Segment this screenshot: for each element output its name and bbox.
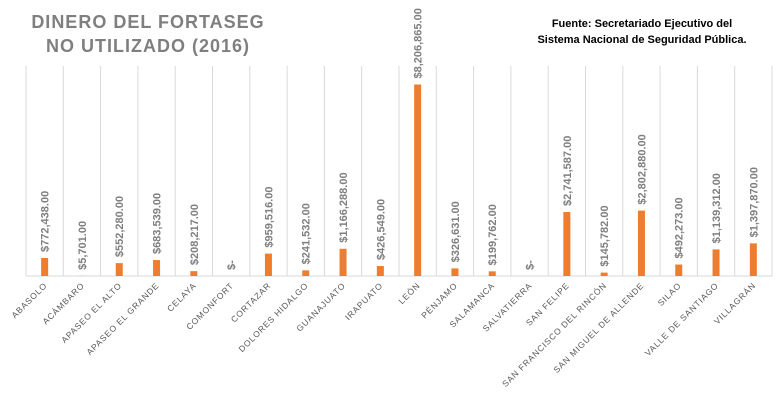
bar: [115, 263, 123, 276]
data-label: $426,549.00: [375, 199, 387, 260]
category-label: CELAYA: [165, 280, 198, 313]
bar: [600, 272, 608, 276]
data-label: $772,438.00: [40, 191, 52, 252]
data-labels: $772,438.00 $5,701.00 $552,280.00 $683,539.…: [40, 8, 761, 270]
bar: [749, 243, 757, 276]
chart-title-line-2: NO UTILIZADO (2016): [45, 36, 251, 56]
category-label: SILAO: [656, 280, 684, 308]
data-label: $492,273.00: [674, 197, 686, 258]
bar: [339, 248, 347, 276]
chart-title: DINERO DEL FORTASEG NO UTILIZADO (2016): [18, 10, 278, 58]
chart-title-line-1: DINERO DEL FORTASEG: [31, 12, 265, 32]
data-label: $1,166,288.00: [338, 172, 350, 242]
grid-lines: [25, 66, 773, 277]
bar: [451, 268, 459, 276]
category-label: LEÓN: [396, 280, 422, 306]
category-label: ABASOLO: [9, 280, 49, 320]
data-label: $241,532.00: [301, 203, 313, 264]
data-label: $683,539.00: [152, 193, 164, 254]
category-label: VALLE DE SANTIAGO: [643, 280, 721, 358]
bar: [675, 264, 683, 276]
bar: [414, 84, 422, 276]
bar: [376, 266, 384, 276]
bar: [302, 270, 310, 276]
data-label: $-: [525, 260, 537, 270]
bar: [153, 260, 161, 276]
data-label: $959,516.00: [263, 186, 275, 247]
data-label: $-: [226, 260, 238, 270]
data-label: $1,397,870.00: [748, 167, 760, 237]
category-label: PÉNJAMO: [419, 280, 459, 320]
bar: [264, 253, 272, 276]
bars: [41, 84, 757, 276]
data-label: $8,206,865.00: [413, 8, 425, 78]
bar: [712, 249, 720, 276]
data-label: $5,701.00: [77, 221, 89, 270]
category-label: IRAPUATO: [343, 280, 385, 322]
data-label: $2,802,880.00: [636, 134, 648, 204]
data-label: $2,741,587.00: [562, 136, 574, 206]
data-label: $208,217.00: [189, 204, 201, 265]
data-label: $1,139,312.00: [711, 173, 723, 243]
category-label: APASEO EL GRANDE: [84, 280, 161, 357]
source-line-1: Fuente: Secretariado Ejecutivo del: [551, 18, 733, 30]
bar: [563, 212, 571, 276]
data-label: $326,631.00: [450, 201, 462, 262]
bar: [190, 271, 198, 276]
source-line-2: Sistema Nacional de Seguridad Pública.: [537, 34, 747, 46]
bar: [637, 210, 645, 276]
data-label: $552,280.00: [114, 196, 126, 257]
data-label: $145,782.00: [599, 205, 611, 266]
bar: [488, 271, 496, 276]
chart-source-note: Fuente: Secretariado Ejecutivo del Siste…: [512, 16, 772, 48]
data-label: $199,762.00: [487, 204, 499, 265]
bar: [41, 257, 49, 276]
category-label: DOLORES HIDALGO: [236, 280, 310, 354]
